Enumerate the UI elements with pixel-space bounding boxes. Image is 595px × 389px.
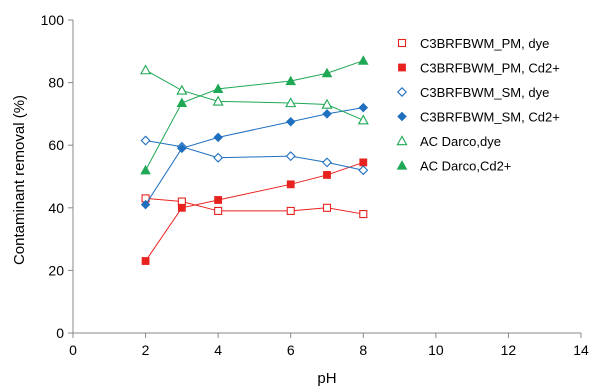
data-point: [322, 109, 332, 119]
data-point: [286, 206, 295, 215]
legend-label: AC Darco,Cd2+: [420, 159, 511, 174]
y-tick-label: 40: [48, 200, 64, 216]
series-4: [140, 102, 369, 210]
data-point: [212, 95, 224, 106]
legend-label: C3BRFBWM_SM, dye: [420, 85, 549, 100]
chart-ticks: 0 20 40 60 80 100 0 2 4 6 8 10 12 14: [41, 12, 589, 358]
legend-entry: C3BRFBWM_SM, dye: [397, 85, 549, 100]
data-point: [285, 116, 296, 127]
x-tick-label: 4: [214, 342, 222, 358]
legend-marker: [396, 160, 408, 170]
x-tick-label: 6: [287, 342, 295, 358]
series-6: [140, 55, 369, 175]
series-5: [140, 64, 369, 125]
series-line: [145, 60, 364, 171]
data-point: [359, 158, 368, 167]
y-tick-label: 0: [56, 325, 64, 341]
data-point: [176, 97, 188, 108]
data-point: [140, 164, 151, 175]
legend-label: C3BRFBWM_PM, Cd2+: [420, 61, 560, 76]
chart-legend: C3BRFBWM_PM, dye C3BRFBWM_PM, Cd2+ C3BRFBW…: [396, 36, 560, 174]
x-tick-label: 8: [359, 342, 367, 358]
data-point: [323, 171, 331, 179]
series-1: [141, 194, 368, 219]
legend-entry: C3BRFBWM_SM, Cd2+: [397, 110, 560, 125]
chart-series: [140, 55, 369, 265]
data-point: [177, 203, 186, 212]
chart-axes: [72, 20, 581, 334]
data-point: [321, 98, 333, 109]
data-point: [357, 114, 369, 125]
legend-label: C3BRFBWM_PM, dye: [420, 36, 549, 51]
y-axis-label: Contaminant removal (%): [11, 95, 28, 265]
series-2: [141, 158, 368, 265]
data-point: [322, 157, 332, 168]
legend-entry: AC Darco,Cd2+: [396, 159, 511, 174]
series-3: [140, 135, 369, 176]
series-line: [145, 69, 364, 121]
legend-marker: [396, 135, 408, 146]
legend-marker: [398, 63, 406, 72]
data-point: [141, 257, 150, 265]
y-tick-label: 100: [41, 12, 65, 28]
series-line: [145, 140, 364, 171]
x-axis-label: pH: [317, 370, 336, 387]
data-point: [214, 196, 223, 204]
legend-entry: AC Darco,dye: [396, 134, 501, 149]
legend-entry: C3BRFBWM_PM, dye: [397, 36, 549, 51]
x-tick-label: 14: [573, 342, 589, 358]
data-point: [358, 165, 369, 176]
data-point: [286, 180, 295, 189]
legend-label: AC Darco,dye: [420, 134, 501, 149]
series-line: [145, 107, 364, 205]
data-point: [176, 84, 188, 95]
data-point: [358, 55, 369, 65]
data-point: [213, 132, 223, 143]
legend-marker: [397, 111, 407, 122]
y-tick-label: 60: [48, 137, 64, 153]
data-point: [358, 102, 369, 113]
x-tick-label: 12: [501, 342, 517, 358]
y-tick-label: 20: [48, 262, 64, 278]
legend-marker: [397, 87, 407, 97]
data-point: [321, 67, 333, 78]
data-point: [140, 135, 151, 146]
series-line: [145, 197, 364, 215]
data-point: [322, 203, 332, 212]
x-tick-label: 10: [428, 342, 444, 358]
data-point: [359, 210, 368, 219]
data-point: [212, 83, 224, 93]
data-point: [285, 151, 296, 162]
series-line: [145, 161, 364, 262]
data-point: [140, 199, 151, 210]
data-point: [177, 143, 187, 154]
legend-entry: C3BRFBWM_PM, Cd2+: [398, 61, 560, 76]
data-point: [285, 97, 297, 108]
x-tick-label: 2: [142, 342, 150, 358]
legend-marker: [397, 38, 407, 48]
data-point: [140, 64, 152, 75]
data-point: [213, 152, 224, 163]
legend-label: C3BRFBWM_SM, Cd2+: [420, 110, 560, 125]
data-point: [214, 206, 223, 215]
data-point: [285, 75, 296, 86]
x-tick-label: 0: [69, 342, 77, 358]
y-tick-label: 80: [48, 75, 64, 91]
